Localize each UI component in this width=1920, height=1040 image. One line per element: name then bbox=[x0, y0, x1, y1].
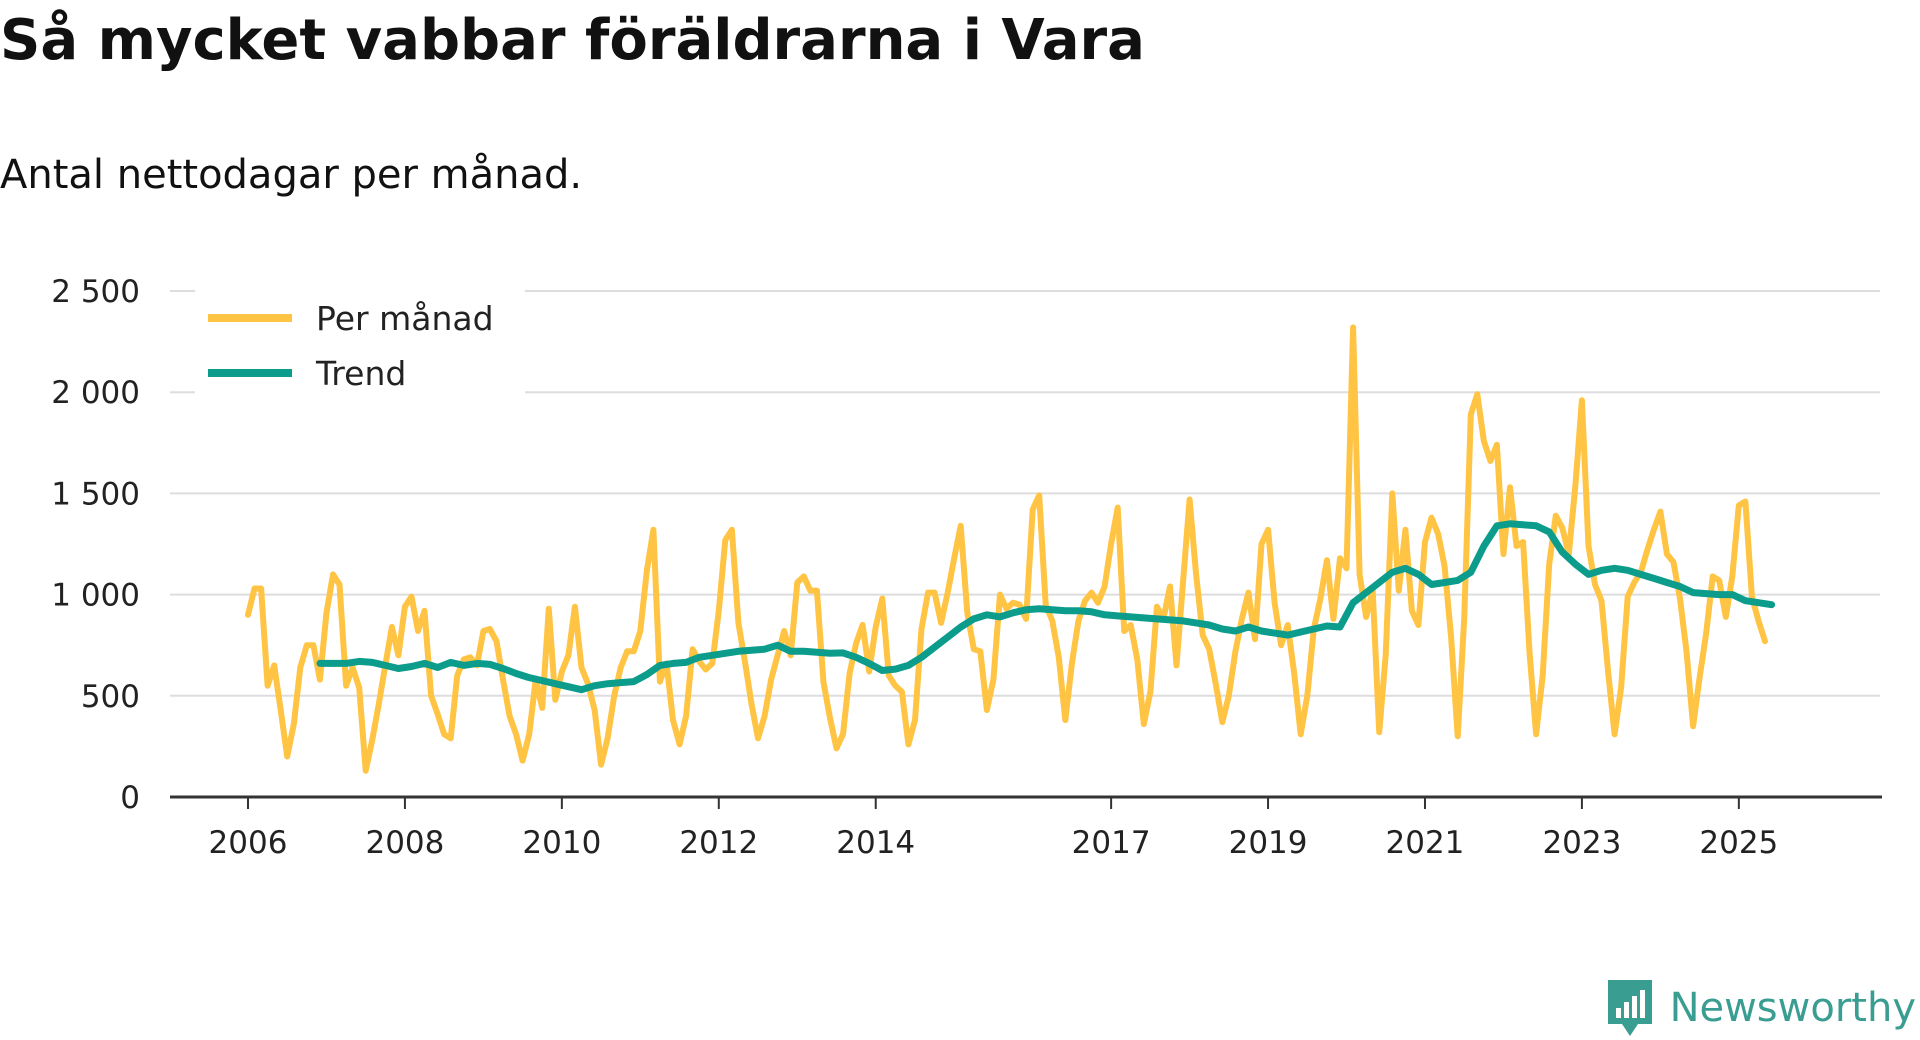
x-tick-label: 2008 bbox=[365, 825, 444, 861]
series-trend-line bbox=[316, 520, 1776, 694]
x-tick-label: 2006 bbox=[209, 825, 288, 861]
series-lines bbox=[245, 324, 1776, 774]
y-tick-label: 500 bbox=[81, 679, 140, 715]
x-tick-label: 2017 bbox=[1072, 825, 1151, 861]
y-axis-ticks: 0 500 1 000 1 500 2 000 2 500 bbox=[51, 274, 140, 816]
chart-subtitle: Antal nettodagar per månad. bbox=[0, 152, 583, 198]
x-tick-label: 2012 bbox=[679, 825, 758, 861]
y-tick-label: 1 500 bbox=[51, 476, 140, 512]
x-tick-label: 2025 bbox=[1699, 825, 1778, 861]
x-tick-label: 2021 bbox=[1386, 825, 1465, 861]
x-tick-label: 2014 bbox=[836, 825, 915, 861]
legend-label-trend: Trend bbox=[315, 354, 406, 393]
chart-title: Så mycket vabbar föräldrarna i Vara bbox=[0, 8, 1145, 73]
x-axis-ticks: 2006 2008 2010 2012 2014 2017 2019 2021 2023 2025 bbox=[209, 797, 1778, 861]
brand-name: Newsworthy bbox=[1669, 985, 1916, 1031]
y-tick-label: 2 000 bbox=[51, 375, 140, 411]
legend-background bbox=[195, 288, 525, 400]
y-tick-label: 2 500 bbox=[51, 274, 140, 310]
x-tick-label: 2010 bbox=[522, 825, 601, 861]
newsworthy-logo: Newsworthy bbox=[1604, 978, 1916, 1038]
y-tick-label: 1 000 bbox=[51, 578, 140, 614]
bar-chart-flag-icon bbox=[1607, 980, 1652, 1036]
y-tick-label: 0 bbox=[120, 780, 140, 816]
x-tick-label: 2023 bbox=[1542, 825, 1621, 861]
legend: Per månad Trend bbox=[195, 288, 525, 400]
legend-label-per-manad: Per månad bbox=[316, 299, 494, 338]
x-tick-label: 2019 bbox=[1229, 825, 1308, 861]
